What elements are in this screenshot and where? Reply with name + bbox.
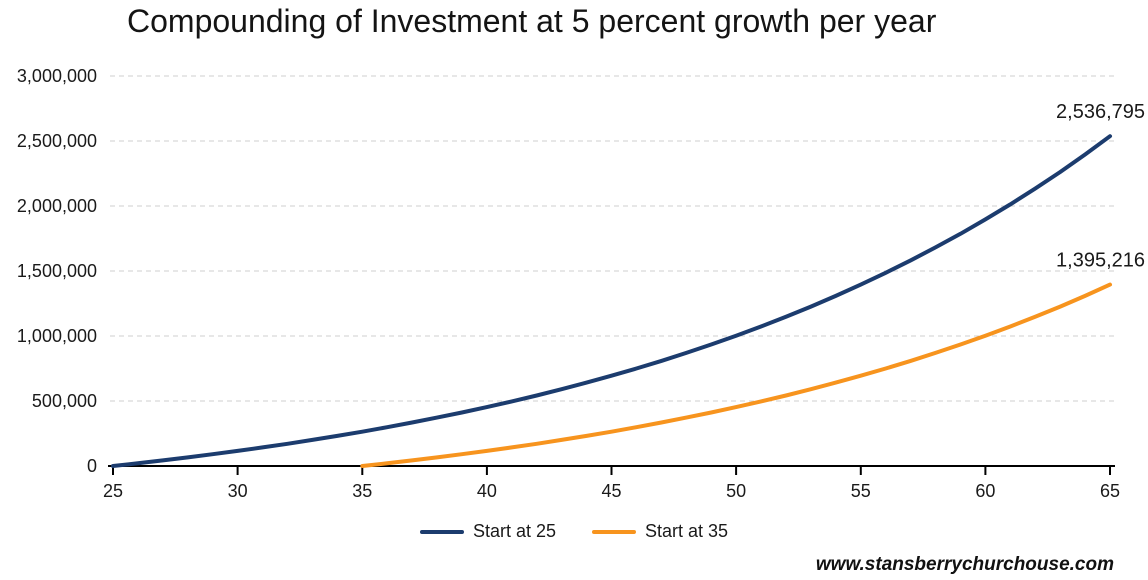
y-tick-label-500000: 500,000 <box>32 391 97 411</box>
x-tick-label-65: 65 <box>1100 481 1120 501</box>
x-tick-label-60: 60 <box>975 481 995 501</box>
y-tick-label-3000000: 3,000,000 <box>17 66 97 86</box>
x-tick-label-35: 35 <box>352 481 372 501</box>
series-line-0 <box>111 134 1112 468</box>
y-tick-label-2000000: 2,000,000 <box>17 196 97 216</box>
legend-item-start-at-35: Start at 35 <box>592 521 728 542</box>
series-end-label-0: 2,536,795 <box>1056 101 1145 123</box>
x-tick-label-45: 45 <box>601 481 621 501</box>
y-tick-label-1000000: 1,000,000 <box>17 326 97 346</box>
x-tick-label-40: 40 <box>477 481 497 501</box>
legend-item-start-at-25: Start at 25 <box>419 521 556 542</box>
series-end-label-1: 1,395,216 <box>1056 250 1145 272</box>
chart-title: Compounding of Investment at 5 percent g… <box>127 3 937 39</box>
y-tick-label-0: 0 <box>87 456 97 476</box>
legend-swatch-start-at-35 <box>592 529 636 534</box>
y-tick-label-1500000: 1,500,000 <box>17 261 97 281</box>
legend-label-start-at-35: Start at 35 <box>645 521 729 541</box>
legend-label-start-at-25: Start at 25 <box>472 521 556 541</box>
legend-swatch-start-at-25 <box>419 529 464 534</box>
legend: Start at 25 Start at 35 <box>0 521 1148 542</box>
x-tick-label-30: 30 <box>228 481 248 501</box>
x-tick-label-25: 25 <box>103 481 123 501</box>
y-tick-label-2500000: 2,500,000 <box>17 131 97 151</box>
watermark: www.stansberrychurchouse.com <box>815 554 1114 575</box>
x-tick-label-50: 50 <box>726 481 746 501</box>
x-tick-label-55: 55 <box>851 481 871 501</box>
series-line-1 <box>360 282 1112 468</box>
